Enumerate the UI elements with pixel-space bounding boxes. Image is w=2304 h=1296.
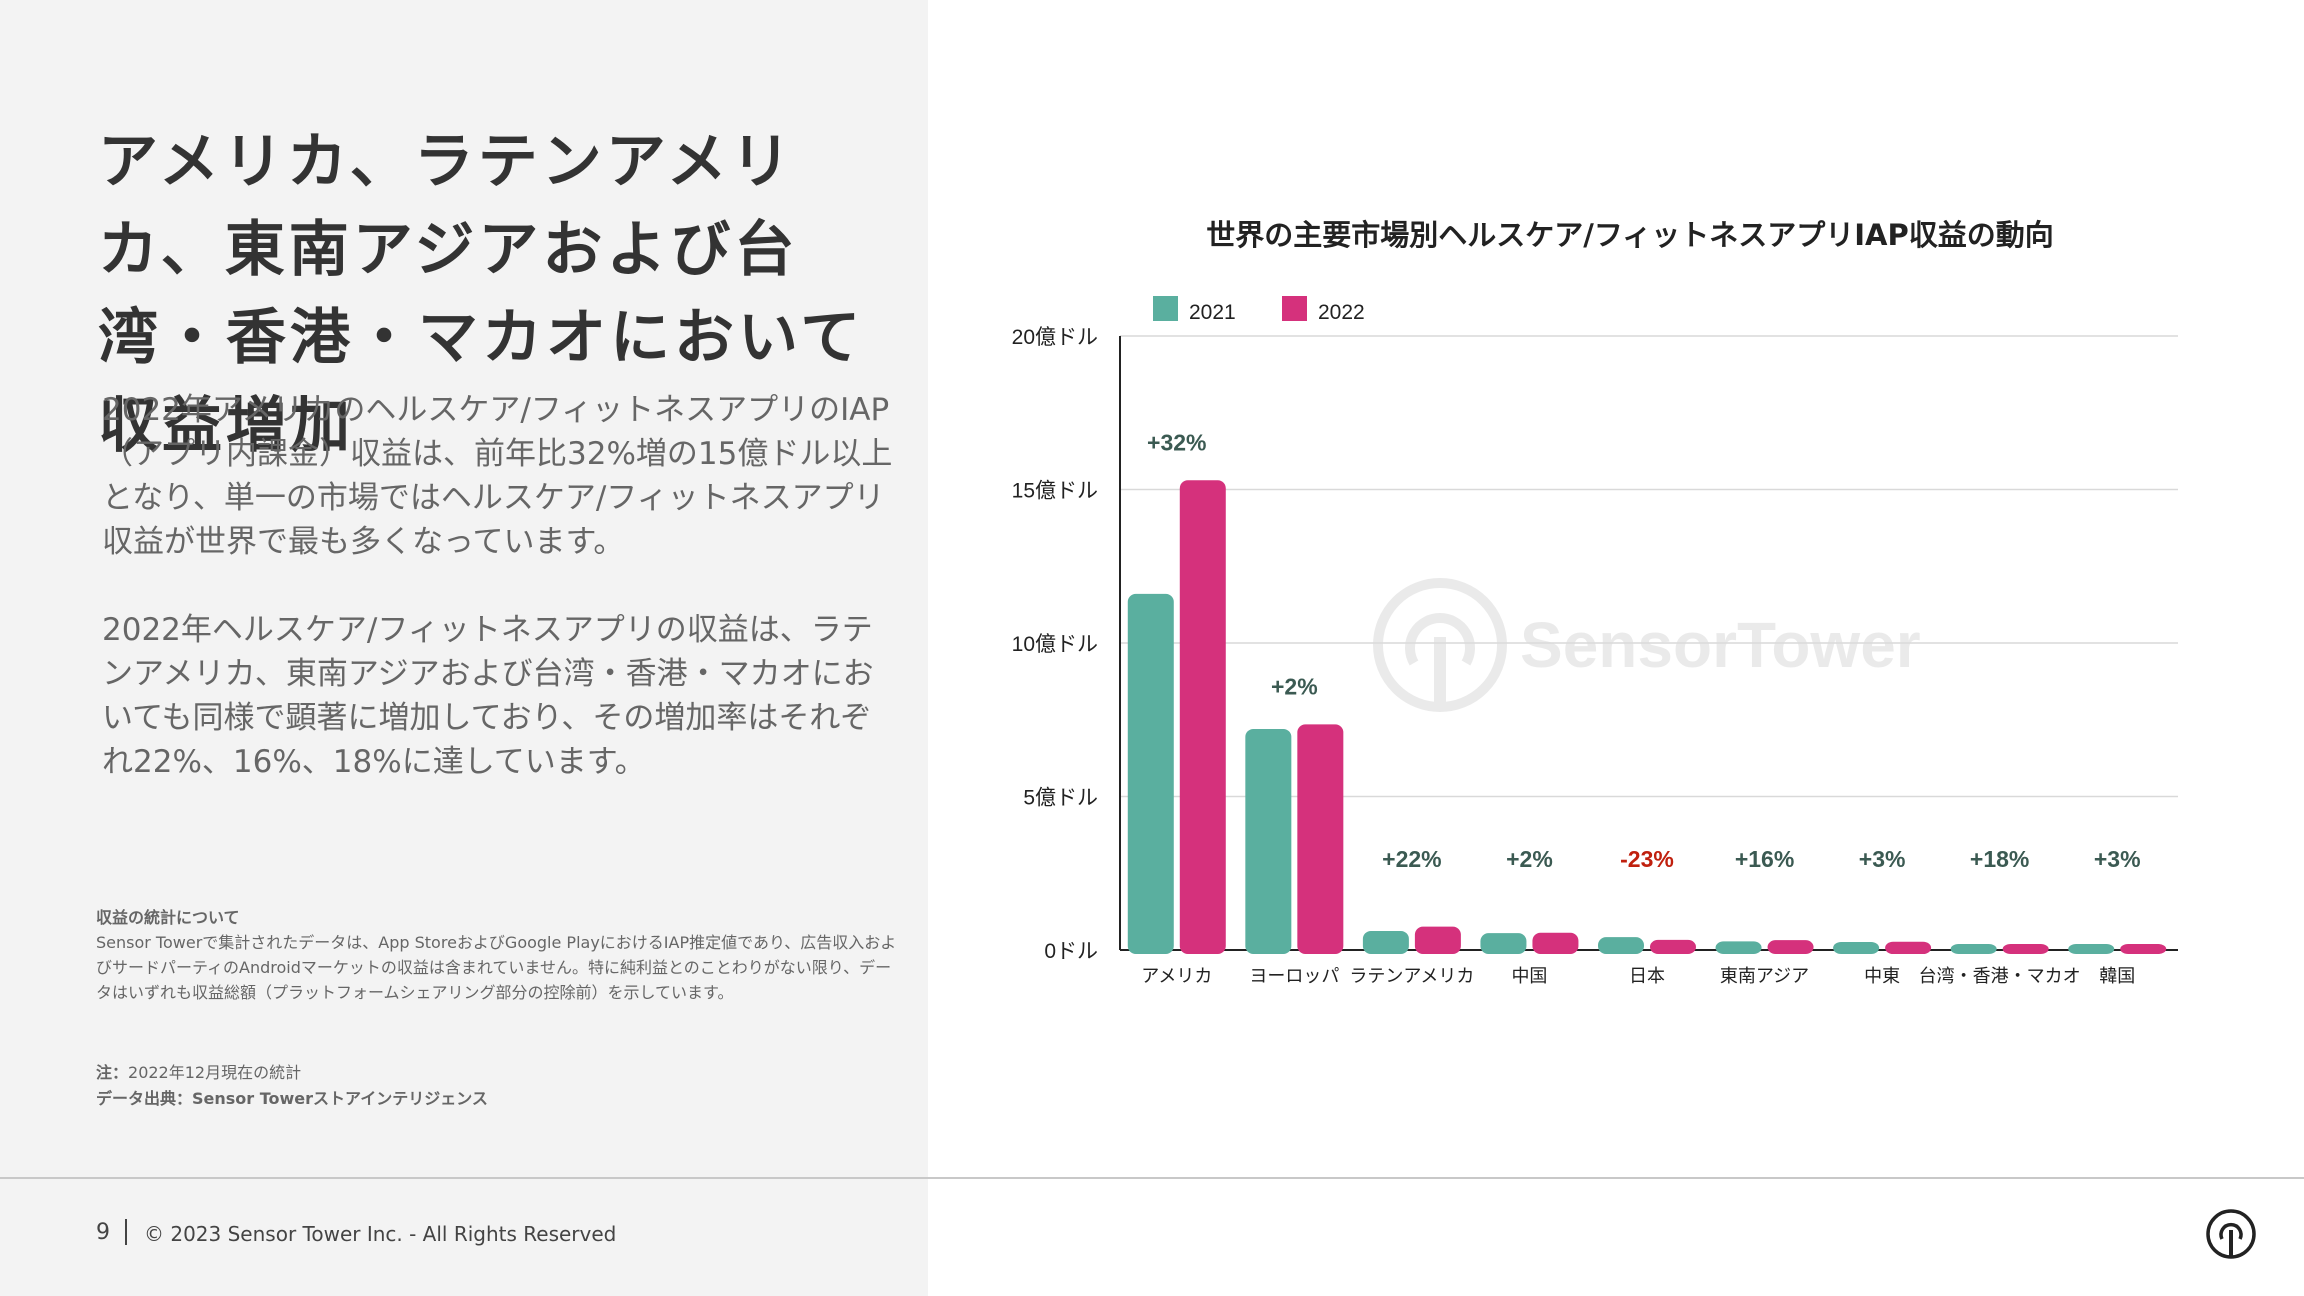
bar-2022 <box>1179 480 1226 954</box>
watermark-text: SensorTower <box>1520 609 1921 681</box>
bar-2021 <box>1245 728 1292 954</box>
copyright: © 2023 Sensor Tower Inc. - All Rights Re… <box>144 1222 617 1246</box>
body-paragraph-2: 2022年ヘルスケア/フィットネスアプリの収益は、ラテンアメリカ、東南アジアおよ… <box>102 612 874 780</box>
x-tick-label: ヨーロッパ <box>1249 966 1339 986</box>
bar-2022 <box>1532 932 1579 954</box>
bar-2022 <box>1767 940 1814 954</box>
y-tick-label: 15億ドル <box>1012 480 1098 503</box>
growth-label: +2% <box>1506 846 1553 872</box>
bar-2022 <box>2002 944 2049 954</box>
legend-swatch-2021 <box>1153 296 1178 321</box>
bar-2021 <box>2068 944 2115 954</box>
x-tick-label: 中国 <box>1511 966 1547 986</box>
data-source: データ出典：Sensor Towerストアインテリジェンス <box>96 1089 488 1108</box>
note-label: 注： <box>96 1063 129 1082</box>
y-tick-label: 10億ドル <box>1012 633 1098 656</box>
body-paragraph-1: 2022年アメリカのヘルスケア/フィットネスアプリのIAP（アプリ内課金）収益は… <box>102 392 893 560</box>
chart-title: 世界の主要市場別ヘルスケア/フィットネスアプリIAP収益の動向 <box>1206 218 2054 252</box>
bar-2021 <box>1362 930 1409 954</box>
bar-2021 <box>1127 593 1174 954</box>
bar-2022 <box>1297 724 1344 954</box>
headline: アメリカ、ラテンアメリカ、東南アジアおよび台湾・香港・マカオにおいて収益増加 <box>98 127 865 461</box>
bar-2021 <box>1480 933 1527 954</box>
bar-2021 <box>1598 937 1644 954</box>
note-line: 注：2022年12月現在の統計 <box>96 1060 906 1085</box>
growth-label: +16% <box>1735 846 1794 872</box>
page-separator <box>125 1219 127 1245</box>
legend-swatch-2022 <box>1282 296 1307 321</box>
notes-heading: 収益の統計について <box>96 908 240 927</box>
y-tick-label: 5億ドル <box>1023 787 1098 810</box>
x-tick-label: 台湾・香港・マカオ <box>1919 966 2081 986</box>
left-panel <box>0 0 928 1296</box>
legend-label-2022: 2022 <box>1318 301 1365 324</box>
growth-label: +3% <box>1859 846 1906 872</box>
growth-label: -23% <box>1620 846 1674 872</box>
bar-2022 <box>1414 926 1461 954</box>
x-tick-label: 日本 <box>1629 966 1665 986</box>
growth-label: +3% <box>2094 846 2141 872</box>
x-tick-label: 中東 <box>1864 966 1900 986</box>
bar-2021 <box>1950 944 1997 954</box>
bar-2021 <box>1833 942 1880 954</box>
page-number: 9 <box>96 1220 110 1245</box>
x-tick-label: アメリカ <box>1141 966 1212 986</box>
x-tick-label: 韓国 <box>2099 966 2135 986</box>
footer-divider <box>0 1177 2304 1179</box>
y-tick-label: 0ドル <box>1044 940 1098 963</box>
note-text: 2022年12月現在の統計 <box>128 1063 302 1082</box>
y-tick-label: 20億ドル <box>1012 326 1098 349</box>
growth-label: +22% <box>1382 846 1441 872</box>
sensor-tower-watermark: SensorTower <box>1373 578 1921 712</box>
x-tick-label: 東南アジア <box>1720 966 1809 986</box>
growth-label: +32% <box>1147 429 1206 455</box>
growth-label: +18% <box>1970 846 2029 872</box>
x-tick-label: ラテンアメリカ <box>1349 966 1474 986</box>
sensor-tower-logo-icon <box>2206 1209 2256 1259</box>
legend-label-2021: 2021 <box>1189 301 1236 324</box>
bar-2021 <box>1715 941 1762 954</box>
bar-2022 <box>1650 939 1696 954</box>
notes-body: Sensor Towerで集計されたデータは、App StoreおよびGoogl… <box>96 933 897 1002</box>
bar-2022 <box>2120 944 2167 954</box>
growth-label: +2% <box>1271 673 1318 699</box>
bar-2022 <box>1885 941 1932 954</box>
